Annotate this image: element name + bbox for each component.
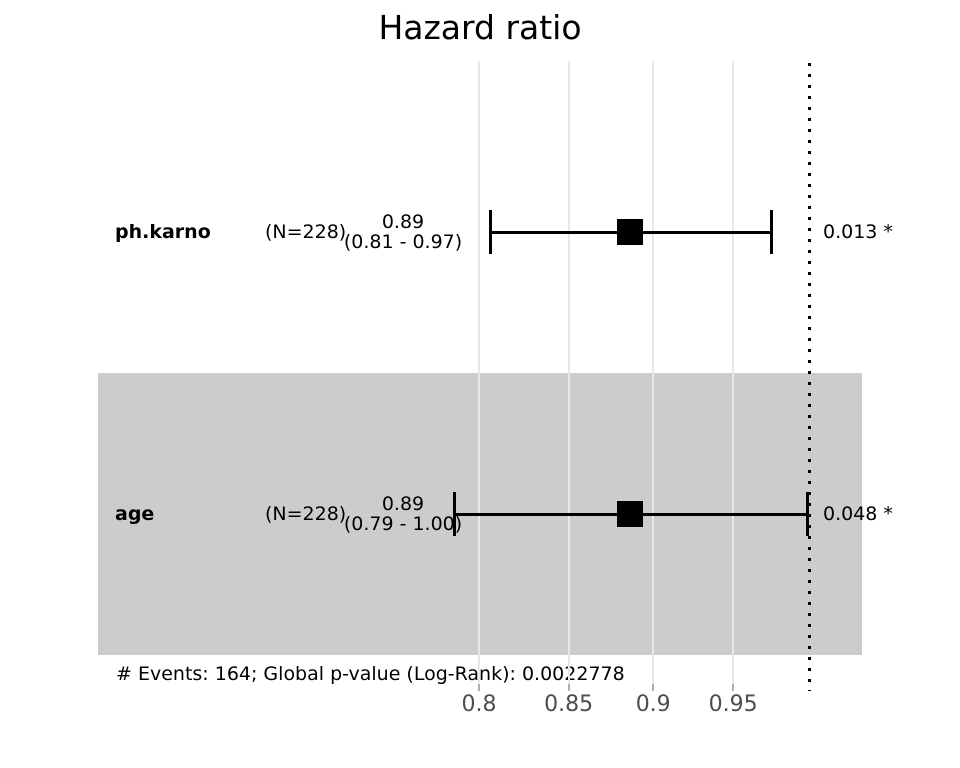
ci-cap-right [770, 210, 774, 254]
estimate-ci-label: 0.89 (0.79 - 1.00) [344, 494, 462, 534]
estimate-ci-label: 0.89 (0.81 - 0.97) [344, 212, 462, 252]
gridline [652, 61, 655, 685]
hr-point-marker [617, 219, 643, 245]
x-axis-tick [732, 684, 735, 691]
x-axis-tick-label: 0.95 [708, 692, 758, 717]
ci-range: (0.79 - 1.00) [343, 513, 463, 535]
estimate-value: 0.89 [381, 493, 425, 515]
variable-label: age [115, 503, 155, 525]
variable-label: ph.karno [115, 221, 211, 243]
ci-cap-left [453, 492, 457, 536]
x-axis-tick [652, 684, 655, 691]
estimate-value: 0.89 [381, 211, 425, 233]
pvalue-label: 0.048 * [823, 503, 893, 525]
gridline [567, 61, 570, 685]
n-count-label: (N=228) [265, 221, 347, 243]
gridline [732, 61, 735, 685]
x-axis-tick-label: 0.8 [461, 692, 497, 717]
x-axis-tick [478, 684, 480, 691]
x-axis-tick-label: 0.9 [635, 692, 671, 717]
chart-title: Hazard ratio [378, 8, 582, 47]
footnote: # Events: 164; Global p-value (Log-Rank)… [116, 663, 625, 685]
gridline [478, 61, 480, 685]
pvalue-label: 0.013 * [823, 221, 893, 243]
ci-range: (0.81 - 0.97) [343, 231, 463, 253]
hr-point-marker [617, 501, 643, 527]
x-axis-tick [567, 684, 570, 691]
ci-cap-right [806, 492, 810, 536]
n-count-label: (N=228) [265, 503, 347, 525]
x-axis-tick-label: 0.85 [544, 692, 594, 717]
ci-cap-left [488, 210, 492, 254]
reference-line-hr1 [807, 63, 811, 691]
